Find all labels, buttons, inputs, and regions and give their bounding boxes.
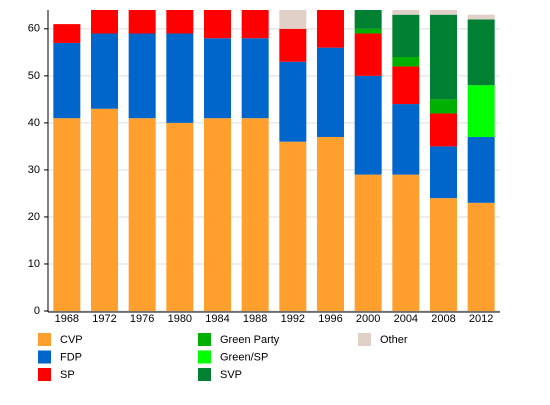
y-tick-label: 50 bbox=[28, 70, 40, 82]
x-tick-label: 1988 bbox=[243, 313, 267, 325]
x-tick-label: 1992 bbox=[281, 313, 305, 325]
bar-segment bbox=[392, 66, 420, 105]
bar-segment bbox=[166, 10, 194, 34]
legend-label: FDP bbox=[60, 351, 82, 363]
bar-segment bbox=[392, 14, 420, 58]
bar-segment bbox=[204, 10, 231, 39]
bar-segment bbox=[166, 122, 194, 311]
bar-segment bbox=[53, 118, 81, 311]
bar-segment bbox=[279, 28, 307, 62]
bar-segment bbox=[204, 38, 231, 119]
bar-segment bbox=[392, 104, 420, 175]
x-tick-label: 2004 bbox=[394, 313, 418, 325]
bar-segment bbox=[354, 10, 382, 29]
bar-segment bbox=[467, 202, 495, 311]
legend-label: Green/SP bbox=[220, 351, 268, 363]
bar-segment bbox=[241, 118, 269, 311]
bar-segment bbox=[128, 33, 156, 119]
bar-segment bbox=[204, 118, 231, 311]
x-tick-label: 2000 bbox=[356, 313, 380, 325]
bar-segment bbox=[317, 136, 344, 311]
y-tick-label: 10 bbox=[28, 258, 40, 270]
x-tick-label: 1972 bbox=[92, 313, 116, 325]
bar-segment bbox=[317, 47, 344, 137]
bar-segment bbox=[392, 10, 420, 15]
legend-swatch bbox=[358, 333, 371, 346]
bar-segment bbox=[241, 38, 269, 119]
bar-segment bbox=[128, 10, 156, 34]
bar-segment bbox=[354, 174, 382, 311]
bar-segment bbox=[430, 14, 457, 100]
x-tick-label: 1980 bbox=[168, 313, 192, 325]
y-tick-label: 40 bbox=[28, 117, 40, 129]
bar-segment bbox=[53, 42, 81, 119]
legend-label: SVP bbox=[220, 369, 242, 381]
bar-segment bbox=[279, 141, 307, 311]
bar-segment bbox=[430, 99, 457, 114]
x-tick-label: 1984 bbox=[205, 313, 229, 325]
bar-segment bbox=[354, 75, 382, 175]
bar-segment bbox=[241, 10, 269, 39]
bar-segment bbox=[392, 174, 420, 311]
legend-swatch bbox=[198, 368, 211, 381]
bar-segment bbox=[91, 108, 118, 311]
y-tick-label: 30 bbox=[28, 164, 40, 176]
bar-segment bbox=[91, 33, 118, 109]
bar-segment bbox=[354, 33, 382, 76]
bar-segment bbox=[430, 146, 457, 199]
bar-segment bbox=[430, 198, 457, 311]
y-tick-label: 0 bbox=[34, 305, 40, 317]
bar-segment bbox=[91, 10, 118, 34]
bar-segment bbox=[53, 24, 81, 43]
bar-segment bbox=[430, 113, 457, 147]
bar-segment bbox=[467, 14, 495, 20]
x-tick-label: 2012 bbox=[469, 313, 493, 325]
bar-segment bbox=[467, 85, 495, 137]
bar-segment bbox=[467, 19, 495, 86]
bar-segment bbox=[279, 61, 307, 142]
legend-label: Green Party bbox=[220, 334, 280, 346]
bar-segment bbox=[392, 57, 420, 67]
legend-swatch bbox=[38, 333, 51, 346]
x-tick-label: 2008 bbox=[431, 313, 455, 325]
x-tick-label: 1996 bbox=[318, 313, 342, 325]
bar-segment bbox=[354, 28, 382, 34]
bar-segment bbox=[166, 33, 194, 123]
legend-label: SP bbox=[60, 369, 75, 381]
bar-segment bbox=[430, 10, 457, 15]
y-tick-label: 20 bbox=[28, 211, 40, 223]
bar-segment bbox=[128, 118, 156, 311]
legend-label: CVP bbox=[60, 334, 83, 346]
legend-swatch bbox=[38, 350, 51, 364]
x-tick-label: 1976 bbox=[130, 313, 154, 325]
y-tick-label: 60 bbox=[28, 23, 40, 35]
legend-swatch bbox=[198, 333, 211, 346]
bar-segment bbox=[467, 136, 495, 203]
legend-label: Other bbox=[380, 334, 408, 346]
legend-swatch bbox=[38, 368, 51, 381]
bar-segment bbox=[279, 10, 307, 29]
bar-segment bbox=[317, 10, 344, 48]
x-tick-label: 1968 bbox=[55, 313, 79, 325]
legend-swatch bbox=[198, 350, 211, 364]
